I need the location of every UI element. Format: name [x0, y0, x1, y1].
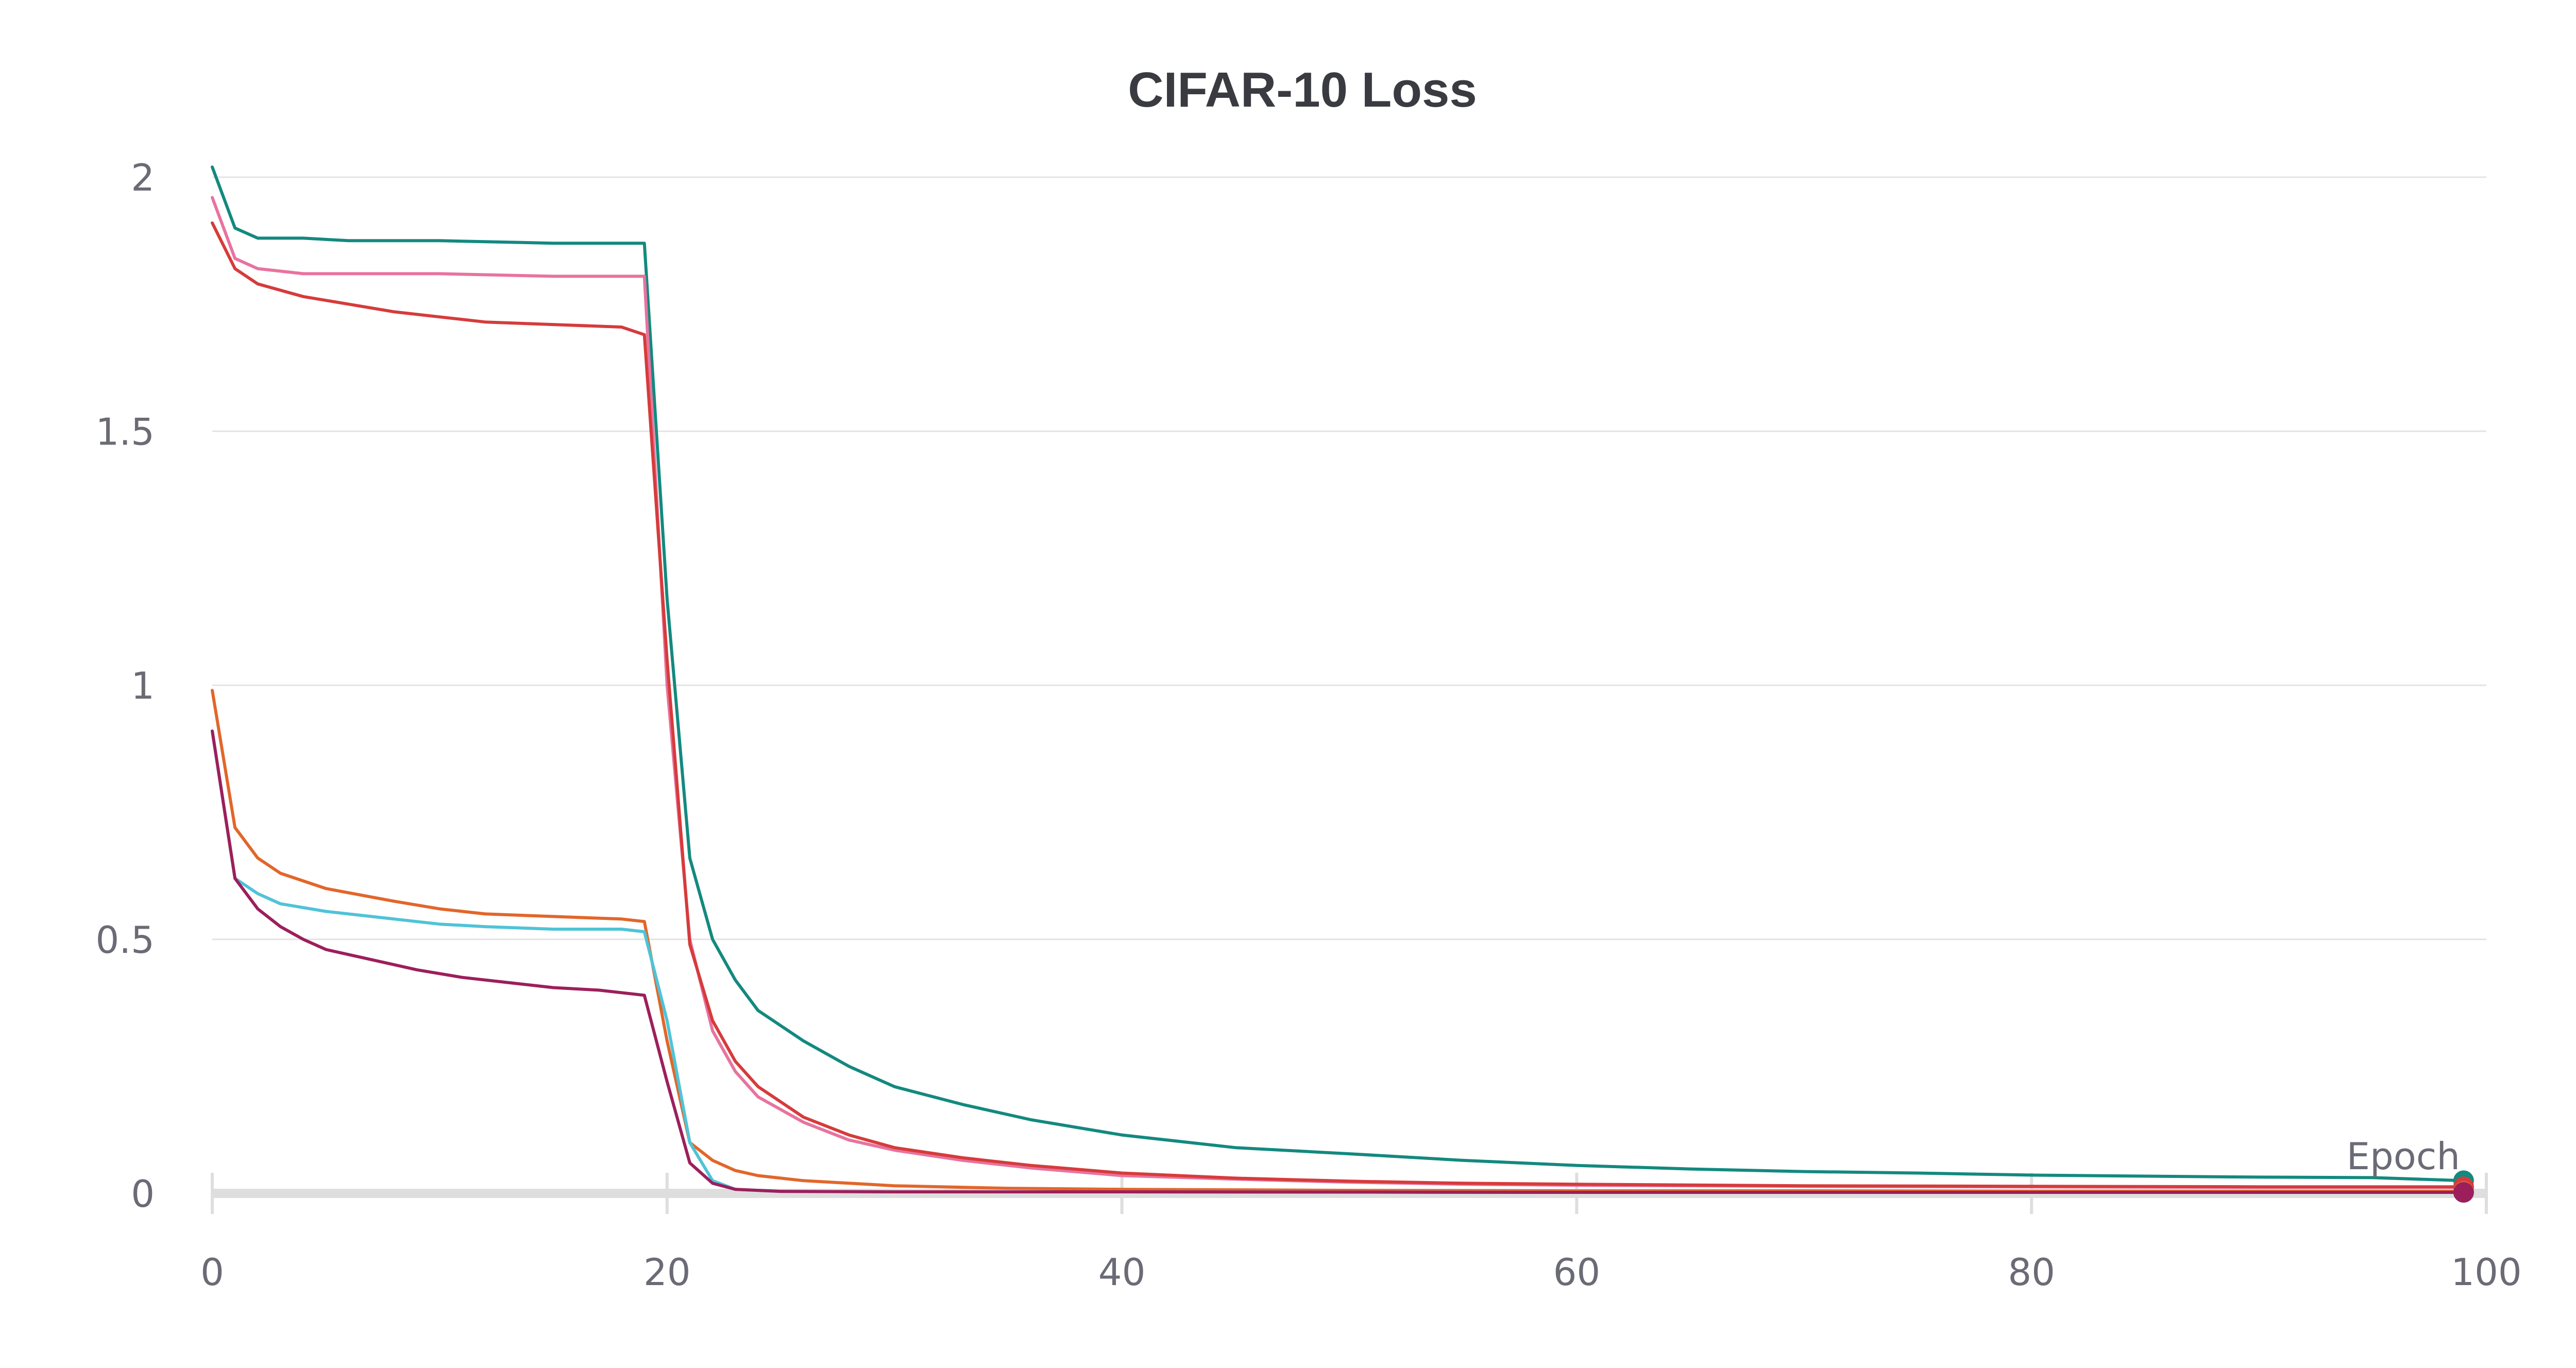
- y-tick-label: 0.5: [95, 918, 155, 962]
- series-line-5: [211, 729, 2465, 1194]
- x-axis-label: Epoch: [2347, 1135, 2460, 1178]
- series-line-1: [211, 165, 2465, 1183]
- x-tick-label: 0: [200, 1251, 224, 1294]
- x-tick-label: 60: [1553, 1251, 1601, 1294]
- series-line-6: [211, 729, 2465, 1194]
- series-line-4: [211, 689, 2465, 1193]
- gridlines: [212, 176, 2486, 940]
- series-endpoints: [2453, 1170, 2474, 1203]
- series-endpoint-6: [2453, 1182, 2474, 1203]
- y-tick-label: 1.5: [95, 410, 155, 453]
- x-tick-label: 80: [2008, 1251, 2055, 1294]
- series-line-2: [211, 196, 2465, 1189]
- y-tick-label: 1: [131, 664, 155, 708]
- x-tick-label: 100: [2451, 1251, 2521, 1294]
- y-tick-label: 0: [131, 1172, 155, 1216]
- series-lines: [211, 165, 2465, 1194]
- y-axis-ticks: 0 0.5 1 1.5 2: [95, 156, 155, 1216]
- y-tick-label: 2: [131, 156, 155, 199]
- chart-title: CIFAR-10 Loss: [1128, 62, 1477, 117]
- x-tick-label: 20: [643, 1251, 691, 1294]
- series-line-3: [211, 221, 2465, 1189]
- x-tick-label: 40: [1098, 1251, 1146, 1294]
